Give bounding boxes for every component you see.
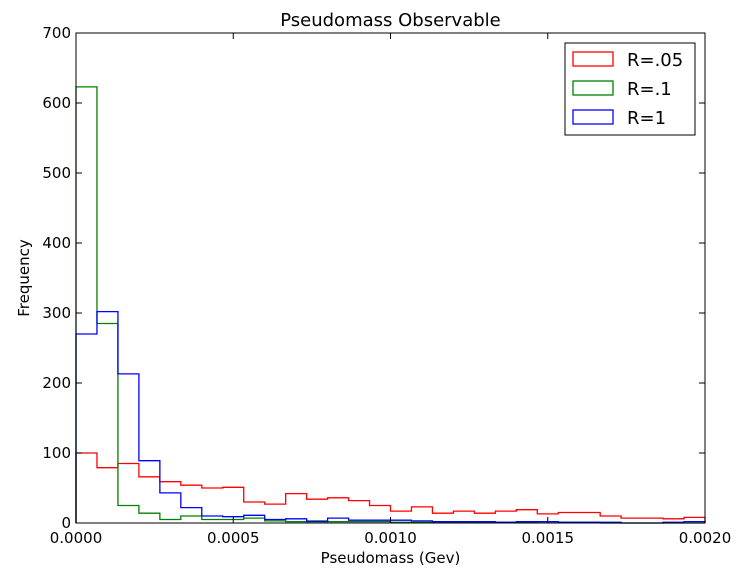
- axis-ticks: 0.0000 0.0005 0.0010 0.0015 0.0020 0 100 200 300…: [42, 24, 731, 547]
- legend-label: R=.05: [627, 50, 683, 71]
- histogram-step-line: [75, 452, 706, 523]
- legend-label: R=.1: [627, 79, 672, 100]
- y-axis-label: Frequency: [15, 239, 33, 317]
- legend-item: R=.1: [572, 79, 672, 100]
- y-tick-label: 500: [42, 164, 71, 182]
- x-tick-label: 0.0000: [50, 529, 103, 547]
- series-1: [75, 452, 706, 523]
- legend-swatch: [572, 109, 614, 125]
- y-tick-label: 100: [42, 444, 71, 462]
- x-tick-label: 0.0005: [207, 529, 260, 547]
- y-tick-label: 600: [42, 94, 71, 112]
- x-tick-label: 0.0020: [679, 529, 732, 547]
- histogram-step-line: [75, 310, 706, 524]
- y-tick-label: 400: [42, 234, 71, 252]
- y-tick-label: 200: [42, 374, 71, 392]
- legend-swatch: [572, 80, 614, 96]
- y-tick-label: 700: [42, 24, 71, 42]
- chart-title: Pseudomass Observable: [280, 10, 501, 31]
- x-tick-label: 0.0015: [522, 529, 575, 547]
- y-tick-label: 300: [42, 304, 71, 322]
- series-3: [75, 310, 706, 524]
- legend: R=.05 R=.1 R=1: [564, 42, 696, 136]
- legend-box: [564, 42, 696, 136]
- legend-item: R=1: [572, 108, 666, 129]
- x-tick-label: 0.0010: [364, 529, 417, 547]
- histogram-step-line: [75, 86, 705, 524]
- series-layer: [75, 86, 706, 524]
- y-tick-label: 0: [61, 514, 71, 532]
- legend-swatch: [572, 51, 614, 67]
- x-axis-label: Pseudomass (Gev): [321, 549, 461, 567]
- legend-item: R=.05: [572, 50, 683, 71]
- legend-label: R=1: [627, 108, 666, 129]
- series-2: [75, 86, 705, 524]
